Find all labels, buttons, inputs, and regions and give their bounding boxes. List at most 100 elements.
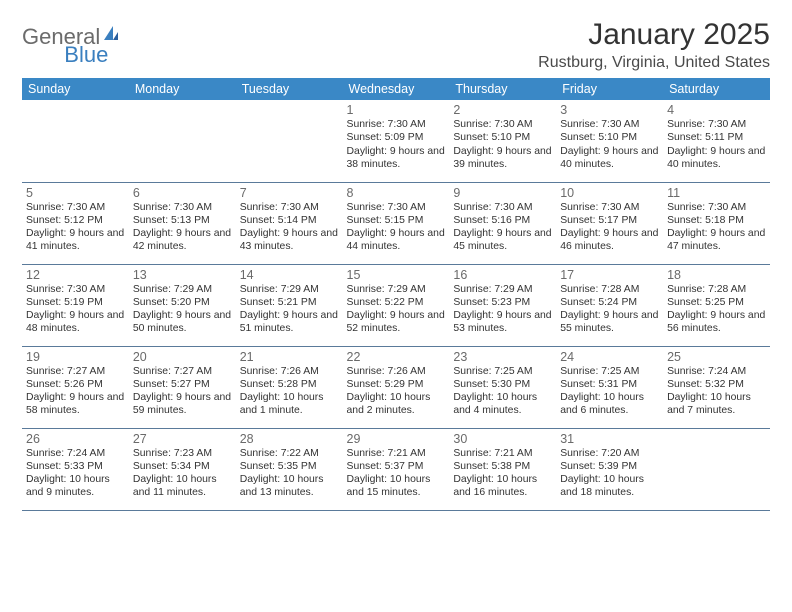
day-number: 8 — [347, 186, 446, 200]
calendar-day-cell: 1Sunrise: 7:30 AMSunset: 5:09 PMDaylight… — [343, 100, 450, 182]
calendar-page: General Blue January 2025 Rustburg, Virg… — [0, 0, 792, 511]
calendar-day-cell: 10Sunrise: 7:30 AMSunset: 5:17 PMDayligh… — [556, 182, 663, 264]
calendar-day-cell: 27Sunrise: 7:23 AMSunset: 5:34 PMDayligh… — [129, 428, 236, 510]
calendar-day-cell: 16Sunrise: 7:29 AMSunset: 5:23 PMDayligh… — [449, 264, 556, 346]
sun-info: Sunrise: 7:30 AMSunset: 5:14 PMDaylight:… — [240, 201, 339, 254]
calendar-day-cell: 22Sunrise: 7:26 AMSunset: 5:29 PMDayligh… — [343, 346, 450, 428]
day-number: 27 — [133, 432, 232, 446]
sun-info: Sunrise: 7:26 AMSunset: 5:28 PMDaylight:… — [240, 365, 339, 418]
sun-info: Sunrise: 7:28 AMSunset: 5:25 PMDaylight:… — [667, 283, 766, 336]
location-text: Rustburg, Virginia, United States — [538, 54, 770, 72]
weekday-header: Saturday — [663, 78, 770, 100]
calendar-day-cell — [663, 428, 770, 510]
calendar-day-cell: 2Sunrise: 7:30 AMSunset: 5:10 PMDaylight… — [449, 100, 556, 182]
calendar-day-cell: 9Sunrise: 7:30 AMSunset: 5:16 PMDaylight… — [449, 182, 556, 264]
calendar-day-cell: 29Sunrise: 7:21 AMSunset: 5:37 PMDayligh… — [343, 428, 450, 510]
sun-info: Sunrise: 7:30 AMSunset: 5:19 PMDaylight:… — [26, 283, 125, 336]
day-number: 14 — [240, 268, 339, 282]
sun-info: Sunrise: 7:29 AMSunset: 5:22 PMDaylight:… — [347, 283, 446, 336]
calendar-week-row: 12Sunrise: 7:30 AMSunset: 5:19 PMDayligh… — [22, 264, 770, 346]
calendar-day-cell — [22, 100, 129, 182]
sun-info: Sunrise: 7:30 AMSunset: 5:10 PMDaylight:… — [453, 118, 552, 171]
day-number: 16 — [453, 268, 552, 282]
calendar-day-cell: 26Sunrise: 7:24 AMSunset: 5:33 PMDayligh… — [22, 428, 129, 510]
sail-icon — [104, 26, 113, 40]
sun-info: Sunrise: 7:25 AMSunset: 5:31 PMDaylight:… — [560, 365, 659, 418]
calendar-day-cell: 11Sunrise: 7:30 AMSunset: 5:18 PMDayligh… — [663, 182, 770, 264]
calendar-week-row: 26Sunrise: 7:24 AMSunset: 5:33 PMDayligh… — [22, 428, 770, 510]
day-number: 23 — [453, 350, 552, 364]
calendar-day-cell: 31Sunrise: 7:20 AMSunset: 5:39 PMDayligh… — [556, 428, 663, 510]
day-number: 18 — [667, 268, 766, 282]
day-number: 22 — [347, 350, 446, 364]
day-number: 2 — [453, 103, 552, 117]
calendar-day-cell: 14Sunrise: 7:29 AMSunset: 5:21 PMDayligh… — [236, 264, 343, 346]
weekday-header: Sunday — [22, 78, 129, 100]
page-header: General Blue January 2025 Rustburg, Virg… — [22, 18, 770, 72]
sun-info: Sunrise: 7:30 AMSunset: 5:13 PMDaylight:… — [133, 201, 232, 254]
calendar-day-cell: 28Sunrise: 7:22 AMSunset: 5:35 PMDayligh… — [236, 428, 343, 510]
calendar-day-cell: 3Sunrise: 7:30 AMSunset: 5:10 PMDaylight… — [556, 100, 663, 182]
day-number: 6 — [133, 186, 232, 200]
calendar-week-row: 1Sunrise: 7:30 AMSunset: 5:09 PMDaylight… — [22, 100, 770, 182]
day-number: 21 — [240, 350, 339, 364]
calendar-week-row: 19Sunrise: 7:27 AMSunset: 5:26 PMDayligh… — [22, 346, 770, 428]
calendar-day-cell: 13Sunrise: 7:29 AMSunset: 5:20 PMDayligh… — [129, 264, 236, 346]
day-number: 20 — [133, 350, 232, 364]
calendar-day-cell: 12Sunrise: 7:30 AMSunset: 5:19 PMDayligh… — [22, 264, 129, 346]
day-number: 11 — [667, 186, 766, 200]
day-number: 10 — [560, 186, 659, 200]
sun-info: Sunrise: 7:29 AMSunset: 5:21 PMDaylight:… — [240, 283, 339, 336]
day-number: 31 — [560, 432, 659, 446]
title-block: January 2025 Rustburg, Virginia, United … — [538, 18, 770, 72]
sun-info: Sunrise: 7:24 AMSunset: 5:32 PMDaylight:… — [667, 365, 766, 418]
sun-info: Sunrise: 7:23 AMSunset: 5:34 PMDaylight:… — [133, 447, 232, 500]
sun-info: Sunrise: 7:29 AMSunset: 5:20 PMDaylight:… — [133, 283, 232, 336]
sun-info: Sunrise: 7:30 AMSunset: 5:17 PMDaylight:… — [560, 201, 659, 254]
sun-info: Sunrise: 7:28 AMSunset: 5:24 PMDaylight:… — [560, 283, 659, 336]
sun-info: Sunrise: 7:22 AMSunset: 5:35 PMDaylight:… — [240, 447, 339, 500]
brand-text-blue: Blue — [64, 42, 108, 68]
day-number: 3 — [560, 103, 659, 117]
day-number: 24 — [560, 350, 659, 364]
calendar-day-cell: 23Sunrise: 7:25 AMSunset: 5:30 PMDayligh… — [449, 346, 556, 428]
day-number: 12 — [26, 268, 125, 282]
calendar-day-cell: 20Sunrise: 7:27 AMSunset: 5:27 PMDayligh… — [129, 346, 236, 428]
calendar-table: SundayMondayTuesdayWednesdayThursdayFrid… — [22, 78, 770, 511]
sun-info: Sunrise: 7:24 AMSunset: 5:33 PMDaylight:… — [26, 447, 125, 500]
sun-info: Sunrise: 7:30 AMSunset: 5:18 PMDaylight:… — [667, 201, 766, 254]
day-number: 26 — [26, 432, 125, 446]
sun-info: Sunrise: 7:30 AMSunset: 5:12 PMDaylight:… — [26, 201, 125, 254]
sun-info: Sunrise: 7:21 AMSunset: 5:37 PMDaylight:… — [347, 447, 446, 500]
sun-info: Sunrise: 7:26 AMSunset: 5:29 PMDaylight:… — [347, 365, 446, 418]
day-number: 15 — [347, 268, 446, 282]
day-number: 7 — [240, 186, 339, 200]
calendar-day-cell: 7Sunrise: 7:30 AMSunset: 5:14 PMDaylight… — [236, 182, 343, 264]
weekday-header: Tuesday — [236, 78, 343, 100]
day-number: 13 — [133, 268, 232, 282]
weekday-header-row: SundayMondayTuesdayWednesdayThursdayFrid… — [22, 78, 770, 100]
calendar-day-cell — [236, 100, 343, 182]
calendar-day-cell: 18Sunrise: 7:28 AMSunset: 5:25 PMDayligh… — [663, 264, 770, 346]
calendar-day-cell: 5Sunrise: 7:30 AMSunset: 5:12 PMDaylight… — [22, 182, 129, 264]
sun-info: Sunrise: 7:30 AMSunset: 5:09 PMDaylight:… — [347, 118, 446, 171]
calendar-day-cell: 4Sunrise: 7:30 AMSunset: 5:11 PMDaylight… — [663, 100, 770, 182]
day-number: 4 — [667, 103, 766, 117]
calendar-day-cell: 17Sunrise: 7:28 AMSunset: 5:24 PMDayligh… — [556, 264, 663, 346]
calendar-week-row: 5Sunrise: 7:30 AMSunset: 5:12 PMDaylight… — [22, 182, 770, 264]
calendar-day-cell: 8Sunrise: 7:30 AMSunset: 5:15 PMDaylight… — [343, 182, 450, 264]
sail-icon-small — [113, 32, 118, 40]
day-number: 5 — [26, 186, 125, 200]
day-number: 30 — [453, 432, 552, 446]
sun-info: Sunrise: 7:30 AMSunset: 5:10 PMDaylight:… — [560, 118, 659, 171]
sun-info: Sunrise: 7:25 AMSunset: 5:30 PMDaylight:… — [453, 365, 552, 418]
calendar-day-cell: 24Sunrise: 7:25 AMSunset: 5:31 PMDayligh… — [556, 346, 663, 428]
sun-info: Sunrise: 7:30 AMSunset: 5:11 PMDaylight:… — [667, 118, 766, 171]
sun-info: Sunrise: 7:29 AMSunset: 5:23 PMDaylight:… — [453, 283, 552, 336]
weekday-header: Monday — [129, 78, 236, 100]
sun-info: Sunrise: 7:20 AMSunset: 5:39 PMDaylight:… — [560, 447, 659, 500]
day-number: 29 — [347, 432, 446, 446]
weekday-header: Thursday — [449, 78, 556, 100]
sun-info: Sunrise: 7:30 AMSunset: 5:16 PMDaylight:… — [453, 201, 552, 254]
day-number: 25 — [667, 350, 766, 364]
